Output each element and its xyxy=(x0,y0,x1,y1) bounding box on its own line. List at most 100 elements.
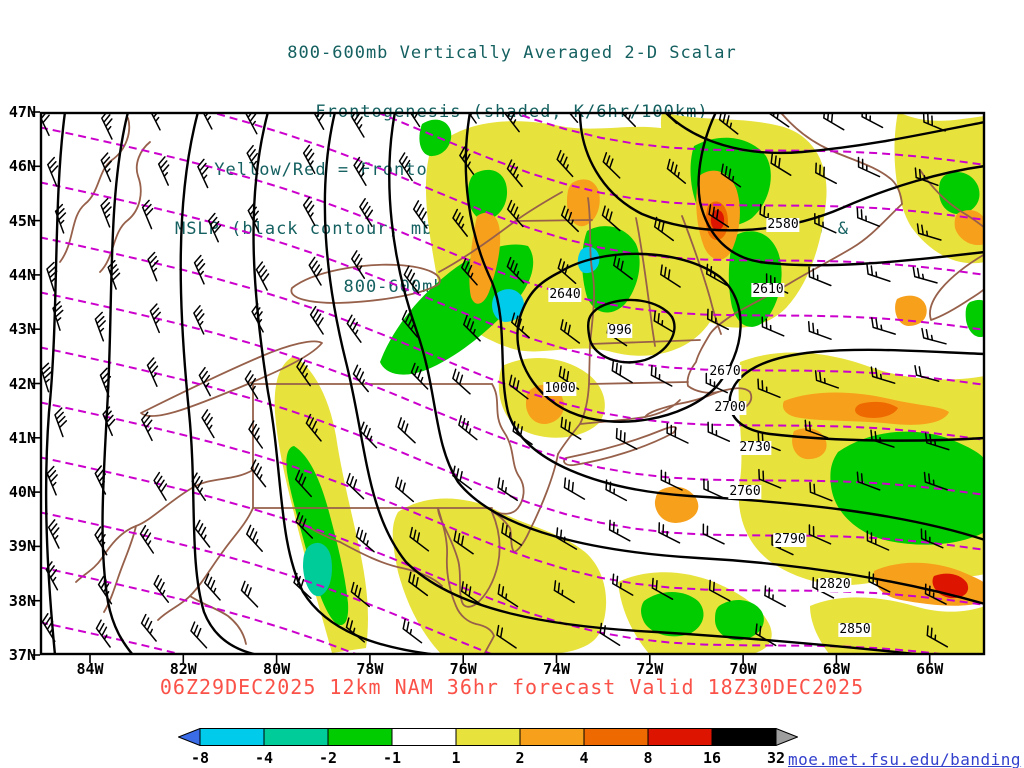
height-contour-label: 2850 xyxy=(838,622,872,637)
lon-axis-label: 70W xyxy=(729,660,757,678)
colorbar-tick-label: 16 xyxy=(702,749,722,767)
delaware-river xyxy=(491,383,525,515)
height-contour-label: 2640 xyxy=(548,287,582,302)
map-canvas xyxy=(32,111,986,663)
lat-axis-label: 41N xyxy=(8,428,36,447)
long-island xyxy=(563,426,677,467)
height-contour xyxy=(206,112,985,276)
mslp-contour xyxy=(388,112,985,606)
lon-axis-label: 84W xyxy=(76,660,104,678)
colorbar-tick-label: -1 xyxy=(382,749,402,767)
colorbar-tick-label: 4 xyxy=(579,749,589,767)
height-contour-label: 2580 xyxy=(766,217,800,232)
colorbar-segment xyxy=(647,728,713,746)
lat-axis-label: 39N xyxy=(8,537,36,556)
mslp-contour-996 xyxy=(586,298,676,364)
shaded-region xyxy=(641,592,704,637)
lon-axis-label: 68W xyxy=(822,660,850,678)
height-contour-label: 2700 xyxy=(713,400,747,415)
shaded-region xyxy=(286,446,349,626)
shaded-region xyxy=(895,295,927,326)
colorbar-scale xyxy=(177,727,799,747)
ma-north-border xyxy=(589,339,701,345)
shaded-region xyxy=(810,597,985,655)
colorbar-segment xyxy=(327,728,393,746)
height-contour-label: 2760 xyxy=(728,484,762,499)
colorbar-segment xyxy=(519,728,585,746)
wv-va-border xyxy=(157,507,254,621)
height-contour-label: 2610 xyxy=(751,282,785,297)
forecast-caption: 06Z29DEC2025 12km NAM 36hr forecast Vali… xyxy=(159,675,865,699)
lon-axis-label: 78W xyxy=(356,660,384,678)
lat-axis-label: 46N xyxy=(8,157,36,176)
colorbar-segment xyxy=(199,728,265,746)
map-frame xyxy=(39,111,986,656)
mslp-contour xyxy=(697,112,985,267)
lake-huron-shoreline xyxy=(59,117,131,263)
shaded-region xyxy=(419,119,452,157)
colorbar-left-arrow xyxy=(177,727,201,747)
height-contour xyxy=(40,566,362,655)
mslp-contour-layer xyxy=(44,112,985,655)
lake-erie xyxy=(140,340,323,417)
lon-axis-label: 74W xyxy=(542,660,571,678)
shaded-region xyxy=(965,299,985,338)
lon-axis-label: 66W xyxy=(916,660,944,678)
title-line-1: 800-600mb Vertically Averaged 2-D Scalar xyxy=(287,43,737,63)
height-contour xyxy=(40,126,985,331)
height-contour-label: 2730 xyxy=(738,440,772,455)
new-brunswick-coast xyxy=(919,169,985,229)
height-contour xyxy=(40,511,497,655)
lon-axis-label: 80W xyxy=(263,660,291,678)
mslp-contour-1000 xyxy=(516,252,742,423)
height-contour xyxy=(40,291,985,496)
lon-axis-label: 76W xyxy=(449,660,477,678)
chesapeake-bay xyxy=(437,507,495,655)
mslp-contour-label: 996 xyxy=(607,323,633,338)
colorbar-tick-label: -8 xyxy=(190,749,210,767)
colorbar-tick-label: -2 xyxy=(318,749,338,767)
geography-layer xyxy=(59,113,985,655)
nova-scotia-coast xyxy=(929,253,985,321)
shaded-region xyxy=(303,542,332,597)
website-link[interactable]: moe.met.fsu.edu/banding xyxy=(788,750,1022,768)
lat-axis-label: 43N xyxy=(8,320,36,339)
colorbar-segment xyxy=(263,728,329,746)
mslp-contour xyxy=(252,112,440,655)
lat-axis-label: 47N xyxy=(8,103,36,121)
lat-axis-label: 37N xyxy=(8,646,36,664)
shaded-region xyxy=(728,231,782,327)
lat-axis-label: 45N xyxy=(8,211,36,230)
height-contour-label: 2820 xyxy=(818,577,852,592)
height-contour xyxy=(40,456,957,655)
us-canada-border xyxy=(515,219,593,222)
map-plot-area: 996 1000 2580 2610 2640 2670 2700 2730 2760 2790 2… xyxy=(32,111,986,663)
height-contour-label: 2670 xyxy=(708,364,742,379)
axis-ticks xyxy=(32,111,931,663)
lat-axis-label: 44N xyxy=(8,265,36,284)
height-contour-label: 2790 xyxy=(773,532,807,547)
colorbar-segment xyxy=(391,728,457,746)
mslp-contour xyxy=(728,348,985,442)
colorbar-tick-label: 32 xyxy=(766,749,786,767)
colorbar-tick-label: 2 xyxy=(515,749,525,767)
potomac-river xyxy=(297,519,443,587)
mslp-contour xyxy=(179,112,260,655)
height-contour xyxy=(40,401,985,606)
lon-axis-label: 82W xyxy=(169,660,197,678)
mslp-contour xyxy=(578,112,985,232)
lat-axis-label: 40N xyxy=(8,483,36,502)
mslp-contour-label: 1000 xyxy=(543,381,577,396)
lake-ontario xyxy=(290,263,441,304)
lake-champlain-ny-border xyxy=(579,197,595,425)
height-contour xyxy=(40,181,985,386)
ma-south-border xyxy=(588,381,689,385)
mslp-contour xyxy=(663,112,985,155)
shaded-region xyxy=(855,401,898,418)
colorbar-right-arrow xyxy=(775,727,799,747)
colorbar-tick-label: -4 xyxy=(254,749,274,767)
colorbar-segment xyxy=(711,728,777,746)
lat-axis-label: 42N xyxy=(8,374,36,393)
ct-coast xyxy=(557,416,646,455)
